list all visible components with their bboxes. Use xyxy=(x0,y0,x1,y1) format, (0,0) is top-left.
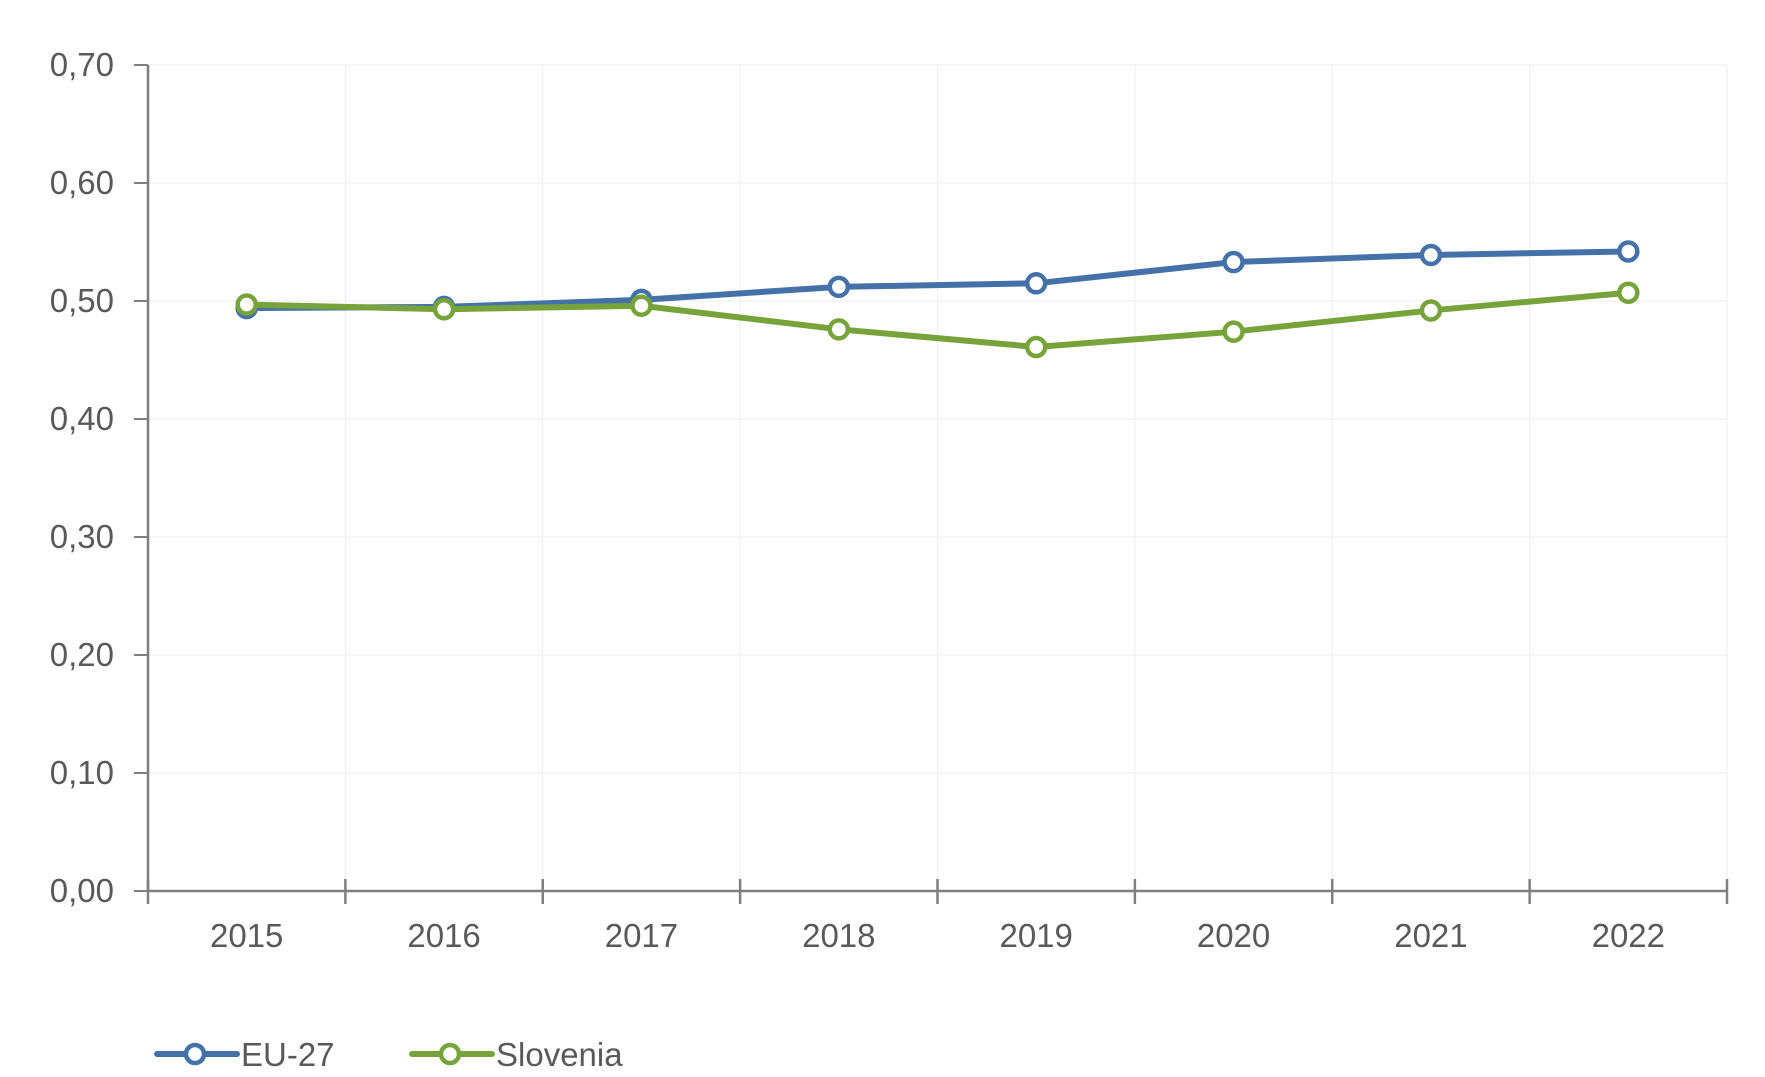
legend: EU-27 Slovenia xyxy=(154,1036,623,1073)
gridlines xyxy=(148,64,1728,891)
y-tick-label: 0,60 xyxy=(50,164,114,201)
y-tick-label: 0,00 xyxy=(50,872,114,909)
series xyxy=(235,240,1640,359)
data-point-slovenia xyxy=(1222,320,1245,343)
y-tick-label: 0,50 xyxy=(50,282,114,319)
data-point-slovenia xyxy=(1617,281,1640,304)
legend-label-slovenia: Slovenia xyxy=(496,1036,623,1073)
data-point-slovenia xyxy=(1419,299,1443,322)
data-point-slovenia xyxy=(630,294,653,317)
series-line-slovenia xyxy=(243,289,1632,351)
x-tick-label: 2015 xyxy=(210,917,283,954)
legend-label-eu-27: EU-27 xyxy=(241,1036,335,1073)
legend-marker-slovenia xyxy=(438,1042,462,1066)
y-tick-label: 0,10 xyxy=(50,754,114,791)
x-tick-label: 2021 xyxy=(1394,917,1467,954)
data-point-eu-27 xyxy=(1024,272,1048,295)
x-tick-label: 2020 xyxy=(1197,917,1270,954)
x-tick-label: 2018 xyxy=(802,917,875,954)
data-point-eu-27 xyxy=(1222,250,1245,274)
y-tick-label: 0,70 xyxy=(50,46,114,83)
y-tick-label: 0,40 xyxy=(50,400,114,437)
data-point-eu-27 xyxy=(827,275,851,299)
data-point-slovenia xyxy=(1024,335,1048,359)
x-tick-label: 2017 xyxy=(605,917,678,954)
data-point-slovenia xyxy=(235,293,258,316)
x-tick-label: 2022 xyxy=(1592,917,1665,954)
y-tick-label: 0,30 xyxy=(50,518,114,555)
x-tick-label: 2016 xyxy=(407,917,480,954)
data-point-eu-27 xyxy=(1617,240,1640,263)
axes: 0,00 0,10 0,20 0,30 0,40 0,50 0,60 0,70 2015 2016… xyxy=(50,46,1729,954)
x-tick-label: 2019 xyxy=(999,917,1072,954)
data-point-eu-27 xyxy=(1419,243,1443,267)
y-tick-label: 0,20 xyxy=(50,636,114,673)
legend-marker-eu-27 xyxy=(183,1042,207,1066)
data-point-slovenia xyxy=(432,298,456,321)
data-point-slovenia xyxy=(827,318,851,341)
